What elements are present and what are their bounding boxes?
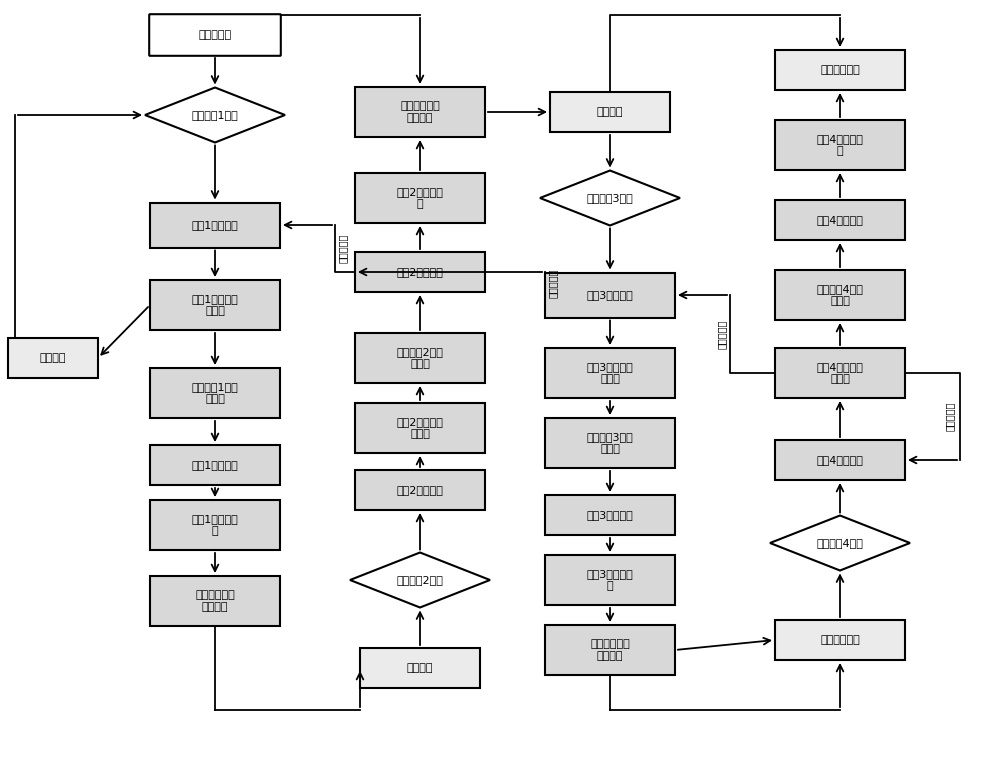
Bar [775, 620, 905, 660]
Text: 强跟踪校正: 强跟踪校正 [945, 402, 955, 431]
Text: 模型2误差协方
差估计: 模型2误差协方 差估计 [397, 417, 443, 439]
Bar [775, 348, 905, 398]
Text: 交换参数: 交换参数 [40, 353, 66, 363]
Bar [545, 348, 675, 398]
Bar [545, 273, 675, 317]
Text: 模型4协方差更
新: 模型4协方差更 新 [817, 134, 863, 156]
Text: 状态初始化: 状态初始化 [198, 30, 232, 40]
Text: 模型3协方差更
新: 模型3协方差更 新 [587, 569, 633, 591]
Text: 模型1误差协方
差估计: 模型1误差协方 差估计 [192, 294, 238, 316]
Bar [545, 495, 675, 535]
Bar [550, 92, 670, 132]
Bar [775, 50, 905, 90]
Bar [355, 470, 485, 510]
Text: 交换参数: 交换参数 [597, 107, 623, 117]
Text: 模型4状态预测: 模型4状态预测 [817, 455, 863, 465]
Text: 计算模型1卡尔
曼增益: 计算模型1卡尔 曼增益 [192, 382, 238, 403]
Polygon shape [770, 515, 910, 571]
Bar [355, 173, 485, 223]
Text: 模型3状态预测: 模型3状态预测 [587, 290, 633, 300]
Text: 模型1状态更新: 模型1状态更新 [192, 460, 238, 470]
Bar [545, 555, 675, 605]
Bar [355, 87, 485, 137]
Text: 指定模型4步长: 指定模型4步长 [817, 538, 863, 548]
Bar [8, 338, 98, 378]
Text: 强跟踪校正: 强跟踪校正 [338, 234, 348, 263]
Bar [355, 333, 485, 383]
Text: 交换参数: 交换参数 [407, 663, 433, 673]
Text: 故障信号辨识: 故障信号辨识 [820, 65, 860, 75]
Bar [545, 418, 675, 468]
Text: 模型2协方差更
新: 模型2协方差更 新 [397, 187, 443, 209]
Bar [355, 252, 485, 292]
Polygon shape [145, 88, 285, 142]
Text: 模型3状态更新: 模型3状态更新 [587, 510, 633, 520]
Bar [775, 200, 905, 240]
Text: 模型4误差协方
差估计: 模型4误差协方 差估计 [817, 362, 863, 383]
Text: 指定模型3步长: 指定模型3步长 [587, 193, 633, 203]
Text: 指定模型2步长: 指定模型2步长 [397, 575, 443, 585]
Text: 辨识参数求取
过程均值: 辨识参数求取 过程均值 [400, 101, 440, 122]
Bar [150, 280, 280, 330]
FancyBboxPatch shape [149, 14, 281, 55]
Text: 计算模型3卡尔
曼增益: 计算模型3卡尔 曼增益 [587, 432, 633, 454]
Text: 模型4状态更新: 模型4状态更新 [817, 215, 863, 225]
Text: 强跟踪校正: 强跟踪校正 [548, 269, 558, 298]
Bar [775, 440, 905, 480]
Text: 模型参数更新: 模型参数更新 [820, 635, 860, 645]
Text: 模型3误差协方
差估计: 模型3误差协方 差估计 [587, 362, 633, 383]
Bar [150, 445, 280, 485]
Text: 强跟踪校正: 强跟踪校正 [717, 320, 727, 349]
Bar [355, 403, 485, 453]
Text: 模型2状态预测: 模型2状态预测 [397, 485, 443, 495]
Polygon shape [540, 170, 680, 226]
Text: 模型2状态更新: 模型2状态更新 [397, 267, 443, 277]
Bar [775, 120, 905, 170]
Bar [150, 576, 280, 626]
Text: 模型1协方差更
新: 模型1协方差更 新 [192, 514, 238, 536]
Text: 辨识参数求取
过程均值: 辨识参数求取 过程均值 [195, 590, 235, 612]
Text: 计算模型4卡尔
曼增益: 计算模型4卡尔 曼增益 [817, 284, 863, 306]
Bar [150, 500, 280, 550]
Bar [150, 368, 280, 418]
Bar [775, 270, 905, 320]
Text: 计算模型2卡尔
曼增益: 计算模型2卡尔 曼增益 [397, 347, 443, 369]
Bar [545, 625, 675, 675]
Bar [360, 648, 480, 688]
Polygon shape [350, 553, 490, 608]
Bar [150, 203, 280, 247]
Text: 辨识参数求取
过程均值: 辨识参数求取 过程均值 [590, 639, 630, 661]
Text: 模型1状态预测: 模型1状态预测 [192, 220, 238, 230]
Text: 指定模型1步长: 指定模型1步长 [192, 110, 238, 120]
